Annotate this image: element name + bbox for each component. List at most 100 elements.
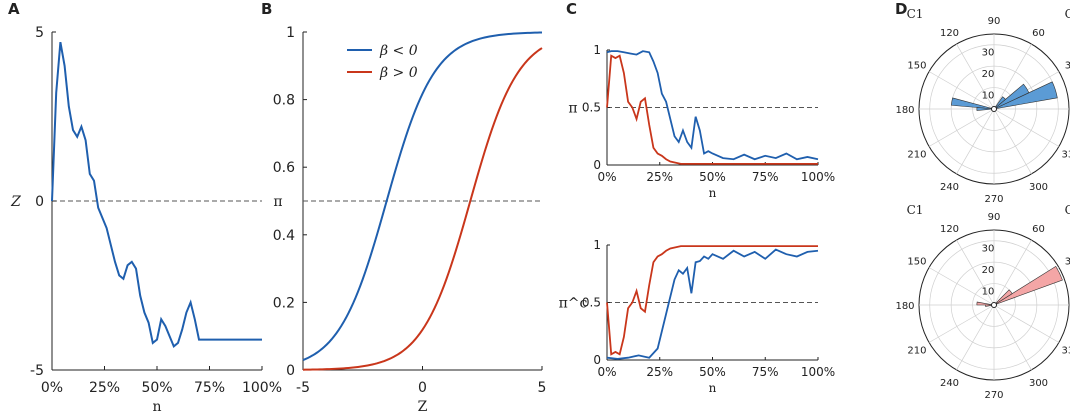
chart-d-top: 9060300330300270240210180150120102030C1C… — [895, 7, 1070, 205]
class-label-c1: C1 — [907, 203, 924, 217]
series-line-blue — [606, 50, 819, 161]
panel-letter-d: D — [895, 0, 907, 18]
polar-spoke — [928, 71, 995, 110]
legend-label: β < 0 — [379, 43, 418, 59]
x-tick-label: 50% — [699, 365, 726, 379]
polar-radius-label: 30 — [982, 48, 995, 59]
y-tick-label: 1 — [286, 25, 295, 41]
x-tick-label: 50% — [141, 380, 172, 396]
panel-letter-c: C — [566, 0, 577, 18]
polar-spoke — [956, 108, 995, 175]
x-tick-label: 100% — [242, 380, 282, 396]
y-tick-label: 0 — [35, 194, 44, 210]
polar-angle-label: 90 — [988, 16, 1001, 27]
x-tick-label: 25% — [89, 380, 120, 396]
polar-angle-label: 240 — [940, 378, 959, 389]
polar-angle-label: 30 — [1065, 61, 1070, 72]
polar-bin — [950, 97, 995, 110]
polar-angle-label: 150 — [907, 61, 926, 72]
polar-bin — [976, 301, 995, 306]
polar-bin — [993, 83, 1030, 110]
chart-d-bottom: 9060300330300270240210180150120102030C1C… — [895, 203, 1070, 401]
y-tick-label: 0.6 — [273, 160, 295, 176]
x-tick-label: 100% — [801, 365, 835, 379]
polar-angle-label: 180 — [895, 105, 914, 116]
legend-label: β > 0 — [379, 65, 418, 81]
y-tick-label: 0.2 — [273, 295, 295, 311]
polar-spoke — [993, 43, 1032, 110]
x-axis-label: n — [152, 399, 161, 415]
polar-bin — [993, 96, 1006, 110]
x-axis-label: n — [709, 381, 717, 395]
x-tick-label: 50% — [699, 170, 726, 184]
polar-spoke — [993, 108, 1060, 147]
polar-radius-label: 10 — [982, 287, 995, 298]
polar-angle-label: 330 — [1062, 346, 1070, 357]
series-line-beta-pos — [302, 47, 543, 371]
x-tick-label: 0% — [41, 380, 63, 396]
y-tick-label: 0.4 — [273, 228, 295, 244]
polar-angle-label: 60 — [1032, 224, 1045, 235]
polar-angle-label: 120 — [940, 224, 959, 235]
polar-angle-label: 210 — [907, 346, 926, 357]
polar-spoke — [993, 239, 1032, 306]
y-tick-label: 0.5 — [582, 296, 601, 310]
polar-angle-label: 180 — [895, 301, 914, 312]
x-tick-label: 0% — [597, 170, 616, 184]
y-tick-label: 1 — [593, 43, 601, 57]
x-tick-label: 25% — [646, 365, 673, 379]
y-tick-label: 0 — [286, 363, 295, 379]
series-line-red — [606, 245, 818, 356]
polar-angle-label: 120 — [940, 28, 959, 39]
series-line-blue — [606, 248, 819, 360]
polar-spoke — [993, 304, 1032, 371]
polar-angle-label: 300 — [1029, 378, 1048, 389]
polar-bin — [993, 81, 1058, 110]
polar-angle-label: 150 — [907, 257, 926, 268]
x-tick-label: 75% — [194, 380, 225, 396]
y-axis-label: π^c — [559, 296, 588, 312]
class-label-c2: C2 — [1065, 203, 1070, 217]
y-tick-label: 0.5 — [582, 101, 601, 115]
polar-spoke — [928, 267, 995, 306]
x-tick-label: 5 — [538, 380, 547, 396]
polar-angle-label: 330 — [1062, 150, 1070, 161]
series-line-red — [606, 54, 818, 165]
y-tick-label: 5 — [35, 25, 44, 41]
polar-radius-label: 20 — [982, 265, 995, 276]
polar-angle-label: 60 — [1032, 28, 1045, 39]
x-tick-label: 0 — [418, 380, 427, 396]
polar-spoke — [956, 304, 995, 371]
polar-angle-label: 270 — [984, 194, 1003, 205]
polar-spoke — [956, 43, 995, 110]
polar-radius-label: 20 — [982, 69, 995, 80]
y-tick-label: 0 — [593, 158, 601, 172]
x-axis-label: n — [709, 186, 717, 200]
polar-bin — [976, 107, 995, 111]
series-line-z — [51, 41, 262, 348]
y-tick-label: 0 — [593, 353, 601, 367]
y-axis-label: π — [568, 101, 577, 117]
x-tick-label: -5 — [296, 380, 310, 396]
x-tick-label: 0% — [597, 365, 616, 379]
polar-angle-label: 270 — [984, 390, 1003, 401]
panel-letter-a: A — [8, 0, 20, 18]
y-axis-label: Z — [10, 194, 21, 210]
polar-spoke — [993, 108, 1032, 175]
polar-angle-label: 300 — [1029, 182, 1048, 193]
class-label-c2: C2 — [1065, 7, 1070, 21]
y-tick-label: 1 — [593, 238, 601, 252]
polar-bin — [993, 265, 1063, 306]
chart-a: 5 0 -50% 25% 50% 75% 100% n Z — [10, 25, 282, 415]
polar-radius-label: 30 — [982, 244, 995, 255]
series-line-beta-neg — [302, 31, 543, 362]
x-tick-label: 75% — [752, 365, 779, 379]
y-tick-label: -5 — [30, 363, 44, 379]
y-tick-label: 0.8 — [273, 93, 295, 109]
polar-angle-label: 90 — [988, 212, 1001, 223]
polar-center — [991, 106, 997, 112]
x-tick-label: 75% — [752, 170, 779, 184]
polar-bin — [993, 289, 1013, 306]
